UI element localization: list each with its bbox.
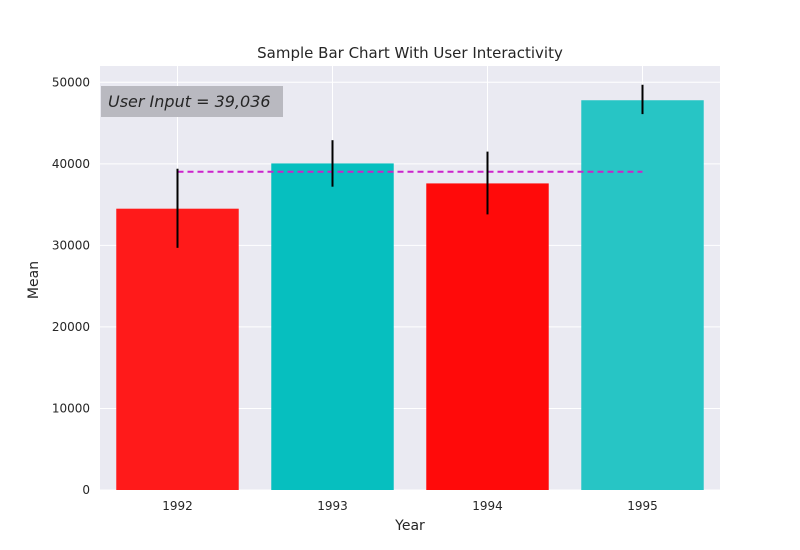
x-tick-label: 1995 (627, 499, 658, 513)
y-tick-label: 0 (82, 483, 90, 497)
bar-1994 (426, 183, 549, 490)
error-bars (176, 84, 644, 248)
y-tick-label: 40000 (52, 157, 90, 171)
y-axis-label: Mean (26, 261, 42, 299)
y-tick-label: 10000 (52, 401, 90, 415)
annotation-label: User Input = 39,036 (108, 92, 271, 111)
y-tick-label: 50000 (52, 75, 90, 89)
annotation-background (101, 86, 283, 117)
y-tick-label: 30000 (52, 238, 90, 252)
x-axis-label: Year (394, 518, 425, 534)
annotation-box: User Input = 39,036 (101, 86, 283, 117)
bar-1993 (271, 163, 394, 490)
x-tick-label: 1992 (162, 499, 193, 513)
chart-title: Sample Bar Chart With User Interactivity (257, 44, 563, 62)
x-axis-ticks: 1992 1993 1994 1995 (162, 499, 658, 513)
bar-1992 (116, 208, 239, 490)
y-tick-label: 20000 (52, 320, 90, 334)
bar-1995 (581, 100, 704, 490)
y-axis-ticks: 0 10000 20000 30000 40000 50000 (52, 75, 90, 497)
x-tick-label: 1993 (317, 499, 348, 513)
bars (116, 100, 704, 490)
x-tick-label: 1994 (472, 499, 503, 513)
